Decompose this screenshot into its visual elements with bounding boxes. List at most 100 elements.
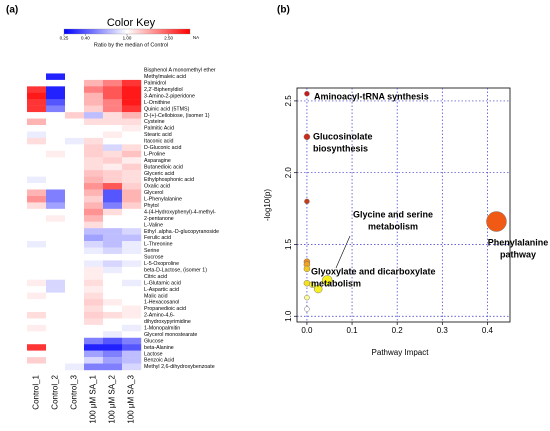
heatmap-cell — [122, 253, 142, 261]
heatmap-cell — [65, 331, 85, 338]
x-tick-label: 0.4 — [482, 326, 494, 335]
row-label: 2-pentanone — [144, 216, 174, 222]
heatmap-cell — [103, 331, 123, 338]
row-label: D-Gluconic acid — [144, 145, 181, 151]
heatmap-cell — [65, 350, 85, 358]
heatmap-cell — [27, 137, 47, 145]
heatmap-cell — [103, 118, 123, 126]
row-label: beta-Alanine — [144, 345, 174, 351]
heatmap-cell — [103, 241, 123, 248]
row-label: beta-D-Lactose, (isomer 1) — [144, 267, 207, 273]
heatmap-cell — [46, 234, 66, 242]
heatmap-cell — [122, 170, 142, 177]
heatmap-cell — [122, 208, 142, 216]
heatmap-cell — [84, 67, 104, 74]
annotation: pathway — [500, 249, 536, 259]
heatmap-cell — [46, 350, 66, 358]
heatmap-cell — [27, 195, 47, 203]
heatmap-cell — [103, 253, 123, 261]
heatmap-cell — [122, 273, 142, 280]
heatmap-cell — [84, 189, 104, 197]
heatmap-cell — [46, 331, 66, 338]
heatmap-cell — [27, 99, 47, 106]
heatmap-cell — [46, 337, 66, 345]
heatmap-cell — [27, 363, 47, 371]
heatmap-cell — [84, 208, 104, 216]
heatmap-cell — [27, 202, 47, 210]
row-label: Malic acid — [144, 293, 168, 299]
heatmap-cell — [27, 286, 47, 293]
heatmap-cell — [122, 350, 142, 358]
heatmap-cell — [27, 273, 47, 280]
heatmap-cell — [46, 266, 66, 274]
heatmap-cell — [46, 144, 66, 152]
heatmap-cell — [27, 241, 47, 248]
heatmap-cell — [65, 215, 85, 222]
heatmap-cell — [103, 215, 123, 222]
heatmap-cell — [27, 67, 47, 74]
heatmap-cell — [27, 189, 47, 197]
heatmap-cell — [27, 279, 47, 287]
heatmap-cell — [122, 324, 142, 332]
heatmap-cell — [46, 163, 66, 171]
heatmap-cell — [46, 131, 66, 139]
annotation: Glycine and serine — [353, 209, 433, 219]
heatmap-cell — [122, 234, 142, 242]
heatmap-cell — [65, 189, 85, 197]
heatmap-cell — [65, 337, 85, 345]
heatmap-cell — [46, 292, 66, 300]
heatmap-cell — [122, 195, 142, 203]
heatmap-cell — [103, 299, 123, 306]
row-label: 2-Amino-4,6- — [144, 313, 175, 319]
heatmap-cell — [65, 105, 85, 113]
heatmap-cell — [46, 318, 66, 326]
row-label: Ethylphosphonic acid — [144, 177, 194, 183]
heatmap-cell — [122, 337, 142, 345]
heatmap-cell — [46, 208, 66, 216]
row-label: Oxalic acid — [144, 184, 170, 190]
heatmap-cell — [27, 260, 47, 268]
heatmap-cell — [46, 125, 66, 132]
heatmap-cell — [103, 195, 123, 203]
row-label: Stearic acid — [144, 132, 172, 138]
heatmap-cell — [103, 208, 123, 216]
row-label: Itaconic acid — [144, 139, 173, 145]
heatmap-cell — [122, 221, 142, 229]
heatmap-cell — [65, 157, 85, 164]
heatmap-cell — [84, 324, 104, 332]
row-label: Serine — [144, 248, 159, 254]
heatmap-cell — [84, 144, 104, 152]
heatmap-cell — [65, 286, 85, 293]
heatmap-cell — [27, 215, 47, 222]
row-label: Phytol — [144, 203, 159, 209]
heatmap-cell — [27, 86, 47, 93]
heatmap-cell — [103, 137, 123, 145]
heatmap-cell — [46, 99, 66, 106]
heatmap-cell — [122, 99, 142, 106]
y-tick-label: 2.0 — [284, 167, 293, 179]
heatmap-cell — [46, 189, 66, 197]
heatmap-cell — [122, 260, 142, 268]
heatmap-cell — [122, 318, 142, 326]
heatmap-cell — [122, 118, 142, 126]
color-key-tick-label: 1.00 — [123, 36, 132, 41]
heatmap-cell — [103, 144, 123, 152]
heatmap-cell — [84, 112, 104, 119]
heatmap-cell — [27, 208, 47, 216]
heatmap-cell — [27, 266, 47, 274]
data-point — [304, 198, 310, 205]
heatmap-cell — [46, 73, 66, 81]
heatmap-cell — [84, 228, 104, 235]
heatmap-cell — [122, 67, 142, 74]
heatmap-cell — [27, 92, 47, 100]
heatmap-cell — [122, 183, 142, 190]
y-tick-label: 1.5 — [284, 238, 293, 250]
heatmap-cell — [65, 305, 85, 313]
heatmap-cell — [103, 350, 123, 358]
heatmap-cell — [103, 112, 123, 119]
heatmap-cell — [103, 318, 123, 326]
heatmap-cell — [65, 86, 85, 93]
heatmap-cell — [65, 357, 85, 364]
heatmap-cell — [122, 299, 142, 306]
heatmap-cell — [46, 176, 66, 184]
